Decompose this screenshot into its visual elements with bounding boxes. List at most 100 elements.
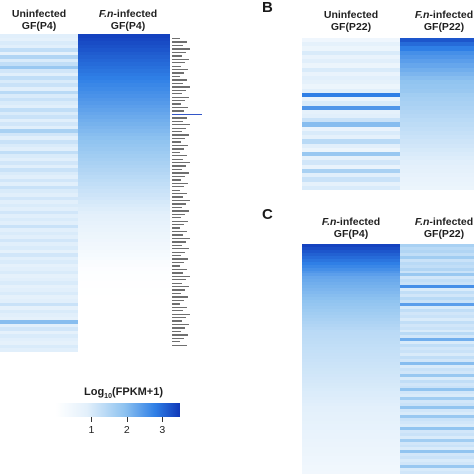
heatmap-cell <box>0 204 78 207</box>
heatmap-cell <box>400 368 474 371</box>
heatmap-cell <box>0 232 78 235</box>
heatmap-cell <box>400 453 474 456</box>
heatmap-cell <box>0 91 78 94</box>
heatmap-cell <box>78 218 170 221</box>
heatmap-cell <box>302 468 400 471</box>
heatmap-cell <box>78 168 170 172</box>
panel-b-col2-header: F.n-infected GF(P22) <box>400 9 474 33</box>
gene-label-mark <box>172 189 180 191</box>
heatmap-cell <box>302 427 400 430</box>
heatmap-cell <box>400 344 474 347</box>
heatmap-cell <box>302 51 400 55</box>
heatmap-cell <box>78 136 170 140</box>
gene-label-mark <box>172 65 181 67</box>
heatmap-cell <box>302 253 400 256</box>
heatmap-cell <box>302 135 400 139</box>
heatmap-cell <box>0 331 78 334</box>
panel-b-letter: B <box>262 0 273 16</box>
heatmap-cell <box>400 424 474 427</box>
panel-c-heatmap-col-p4 <box>302 244 400 474</box>
gene-label-mark <box>172 131 182 133</box>
heatmap-cell <box>0 278 78 281</box>
heatmap-cell <box>302 259 400 262</box>
heatmap-cell <box>0 225 78 228</box>
gene-label-mark <box>172 327 185 329</box>
heatmap-cell <box>302 356 400 359</box>
heatmap-cell <box>78 45 170 48</box>
heatmap-cell <box>78 38 170 41</box>
heatmap-cell <box>78 129 170 133</box>
heatmap-cell <box>400 397 474 400</box>
heatmap-cell <box>0 250 78 253</box>
heatmap-cell <box>400 84 474 89</box>
heatmap-cell <box>78 112 170 115</box>
gene-label-mark <box>172 296 188 298</box>
gene-label-mark <box>172 292 181 295</box>
heatmap-cell <box>0 144 78 147</box>
heatmap-cell <box>0 295 78 299</box>
heatmap-cell <box>400 365 474 368</box>
heatmap-cell <box>0 80 78 83</box>
legend-tick-mark <box>162 417 164 422</box>
heatmap-cell <box>302 391 400 394</box>
panel-a-col2-suffix: -infected <box>113 8 158 20</box>
heatmap-cell <box>0 338 78 341</box>
heatmap-cell <box>400 309 474 312</box>
heatmap-cell <box>400 377 474 380</box>
gene-label-mark <box>172 124 190 126</box>
heatmap-cell <box>400 433 474 436</box>
heatmap-cell <box>78 341 170 345</box>
heatmap-cell <box>400 118 474 122</box>
heatmap-cell <box>0 62 78 66</box>
heatmap-cell <box>302 291 400 294</box>
panel-b-col2-line1: F.n-infected <box>400 9 474 21</box>
heatmap-cell <box>302 315 400 318</box>
gene-label-mark <box>172 148 184 150</box>
heatmap-cell <box>400 315 474 318</box>
heatmap-cell <box>400 338 474 341</box>
gene-label-mark <box>172 110 184 112</box>
heatmap-cell <box>78 122 170 126</box>
heatmap-cell <box>302 122 400 127</box>
heatmap-cell <box>302 462 400 465</box>
gene-label-mark <box>172 217 181 219</box>
gene-label-mark <box>172 306 187 308</box>
heatmap-cell <box>0 327 78 331</box>
heatmap-cell <box>78 228 170 232</box>
heatmap-cell <box>78 214 170 218</box>
gene-label-mark <box>172 275 190 277</box>
heatmap-cell <box>400 110 474 114</box>
heatmap-cell <box>400 51 474 55</box>
heatmap-cell <box>0 239 78 242</box>
heatmap-cell <box>400 418 474 421</box>
gene-label-mark <box>172 234 183 236</box>
heatmap-cell <box>302 148 400 152</box>
legend-title-prefix: Log <box>84 386 105 398</box>
heatmap-cell <box>0 122 78 126</box>
heatmap-cell <box>78 306 170 310</box>
gene-label-mark <box>172 282 182 284</box>
heatmap-cell <box>78 348 170 352</box>
heatmap-cell <box>0 218 78 221</box>
heatmap-cell <box>0 158 78 161</box>
heatmap-cell <box>302 324 400 327</box>
heatmap-cell <box>78 327 170 331</box>
heatmap-cell <box>400 265 474 268</box>
heatmap-cell <box>302 394 400 397</box>
heatmap-cell <box>78 158 170 161</box>
heatmap-cell <box>302 110 400 114</box>
gene-label-mark <box>172 244 182 246</box>
heatmap-cell <box>302 327 400 330</box>
heatmap-cell <box>302 106 400 110</box>
heatmap-cell <box>400 279 474 282</box>
heatmap-cell <box>0 108 78 112</box>
gene-label-mark <box>172 258 188 260</box>
heatmap-cell <box>0 182 78 186</box>
gene-label-mark <box>172 193 187 195</box>
heatmap-cell <box>400 388 474 391</box>
heatmap-cell <box>400 374 474 377</box>
heatmap-cell <box>400 350 474 353</box>
gene-label-mark <box>172 117 187 119</box>
heatmap-cell <box>400 324 474 327</box>
heatmap-cell <box>0 45 78 48</box>
